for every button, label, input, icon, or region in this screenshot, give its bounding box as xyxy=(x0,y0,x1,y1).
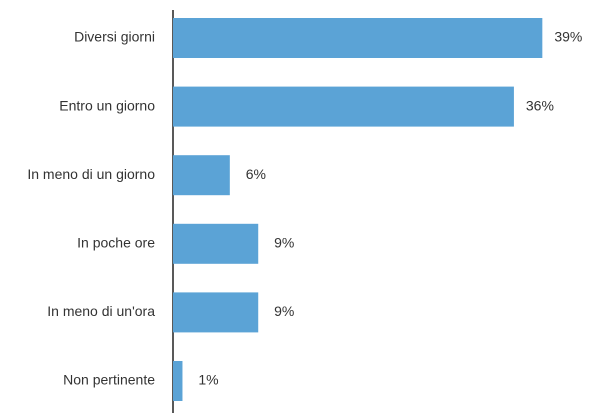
bar-in-meno-di-un-giorno xyxy=(173,155,230,196)
bar-diversi-giorni xyxy=(173,18,543,58)
bar-entro-un-giorno xyxy=(173,86,514,127)
category-labels-group: Diversi giorni Entro un giorno In meno di … xyxy=(27,29,155,388)
bars-group xyxy=(173,18,543,401)
value-labels-group: 39% 36% 6% 9% 9% 1% xyxy=(198,29,582,388)
value-label: 6% xyxy=(246,166,266,182)
category-label: In meno di un giorno xyxy=(27,166,155,182)
value-label: 39% xyxy=(554,29,582,45)
category-label: In meno di un'ora xyxy=(47,303,155,319)
category-label: Diversi giorni xyxy=(74,29,155,45)
category-label: Non pertinente xyxy=(63,372,155,388)
category-label: Entro un giorno xyxy=(59,97,155,113)
value-label: 1% xyxy=(198,372,218,388)
value-label: 9% xyxy=(274,303,294,319)
bar-in-meno-di-unora xyxy=(173,292,259,333)
bar-non-pertinente xyxy=(173,361,183,401)
value-label: 36% xyxy=(526,97,554,113)
value-label: 9% xyxy=(274,235,294,251)
bar-in-poche-ore xyxy=(173,223,259,264)
category-label: In poche ore xyxy=(77,235,155,251)
